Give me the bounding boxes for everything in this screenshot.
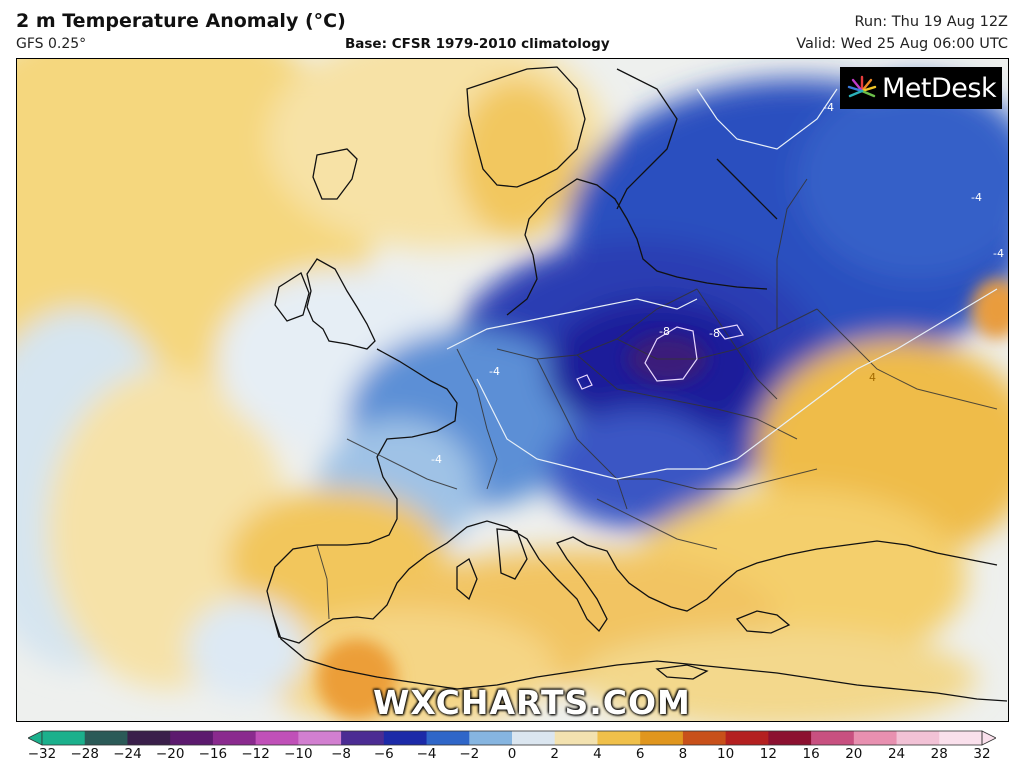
colorbar-tick-label: −20 — [155, 746, 185, 762]
coastlines — [266, 66, 1008, 702]
colorbar-tick-label: 12 — [759, 746, 777, 762]
colorbar-tick-label: −8 — [331, 746, 352, 762]
colorbar-segment — [426, 731, 470, 745]
contour-label: -8 — [659, 325, 670, 338]
colorbar-segment — [811, 731, 855, 745]
colorbar-tick-label: 0 — [507, 746, 517, 762]
colorbar-tick-label: 2 — [550, 746, 560, 762]
colorbar-tick-label: 6 — [635, 746, 645, 762]
colorbar-tick-label: −12 — [241, 746, 270, 762]
contour-label: -4 — [971, 191, 982, 204]
contour-label-group: -4 -4 -4 -4 -4 -8 -8 4 — [431, 101, 1004, 466]
colorbar-strip — [27, 730, 997, 746]
contour-label: 4 — [869, 371, 876, 384]
colorbar: −32 −28 −24 −20 −16 −12 −10 −8 −6 −4 −2 0 2 4 6 8 10 12 16… — [27, 730, 997, 778]
model-label: GFS 0.25° — [16, 36, 87, 52]
colorbar-tick-label: 24 — [887, 746, 906, 762]
anomaly-field — [17, 59, 1008, 721]
colorbar-segment — [725, 731, 769, 745]
colorbar-tick-label: 10 — [717, 746, 735, 762]
colorbar-segment — [939, 731, 983, 745]
contour-label: -4 — [489, 365, 500, 378]
metdesk-logo-text: MetDesk — [882, 72, 997, 104]
colorbar-arrow-left — [27, 730, 43, 746]
base-climatology-label: Base: CFSR 1979-2010 climatology — [345, 36, 610, 52]
colorbar-segment — [383, 731, 428, 745]
colorbar-tick-label: −10 — [284, 746, 313, 762]
colorbar-tick-label: −6 — [373, 746, 394, 762]
colorbar-tick-label: −32 — [27, 746, 57, 762]
colorbar-segment — [212, 731, 257, 745]
colorbar-segment — [896, 731, 940, 745]
colorbar-segment — [682, 731, 727, 745]
colorbar-segment — [554, 731, 598, 745]
contour-label: -4 — [993, 247, 1004, 260]
contour-label: -4 — [431, 453, 442, 466]
anomaly-map: -4 -4 -4 -4 -4 -8 -8 4 MetDesk WXCHARTS.… — [16, 58, 1009, 722]
colorbar-segment — [42, 731, 86, 745]
colorbar-segment — [469, 731, 513, 745]
colorbar-segment — [170, 731, 214, 745]
colorbar-segment — [640, 731, 684, 745]
colorbar-tick-label: −4 — [416, 746, 437, 762]
colorbar-segment — [298, 731, 342, 745]
colorbar-tick-label: 16 — [802, 746, 820, 762]
wxcharts-watermark: WXCHARTS.COM — [373, 683, 691, 722]
colorbar-arrow-right — [981, 730, 997, 746]
run-time-label: Run: Thu 19 Aug 12Z — [854, 14, 1008, 30]
colorbar-tick-label: −24 — [113, 746, 142, 762]
colorbar-tick-label: −28 — [70, 746, 99, 762]
colorbar-tick-label: −16 — [198, 746, 228, 762]
colorbar-segment — [853, 731, 898, 745]
colorbar-tick-label: 4 — [593, 746, 602, 762]
borders — [316, 178, 998, 620]
contour-lines — [446, 88, 998, 480]
colorbar-ticks: −32 −28 −24 −20 −16 −12 −10 −8 −6 −4 −2 0 2 4 6 8 10 12 16… — [28, 746, 996, 766]
contour-label: -4 — [823, 101, 834, 114]
colorbar-tick-label: 20 — [845, 746, 863, 762]
colorbar-segment — [768, 731, 812, 745]
colorbar-segment — [255, 731, 299, 745]
metdesk-logo: MetDesk — [840, 67, 1002, 109]
colorbar-segment — [84, 731, 128, 745]
valid-time-label: Valid: Wed 25 Aug 06:00 UTC — [796, 36, 1008, 52]
colorbar-tick-label: 28 — [930, 746, 948, 762]
colorbar-segment — [512, 731, 556, 745]
colorbar-tick-label: 32 — [973, 746, 991, 762]
metdesk-burst-icon — [847, 75, 877, 98]
chart-title: 2 m Temperature Anomaly (°C) — [16, 10, 346, 32]
anomaly-map-canvas: -4 -4 -4 -4 -4 -8 -8 4 — [17, 59, 1008, 721]
colorbar-segment — [127, 731, 171, 745]
colorbar-segment — [341, 731, 385, 745]
contour-label: -8 — [709, 327, 720, 340]
colorbar-segment — [597, 731, 641, 745]
colorbar-tick-label: −2 — [459, 746, 480, 762]
colorbar-tick-label: 8 — [678, 746, 688, 762]
